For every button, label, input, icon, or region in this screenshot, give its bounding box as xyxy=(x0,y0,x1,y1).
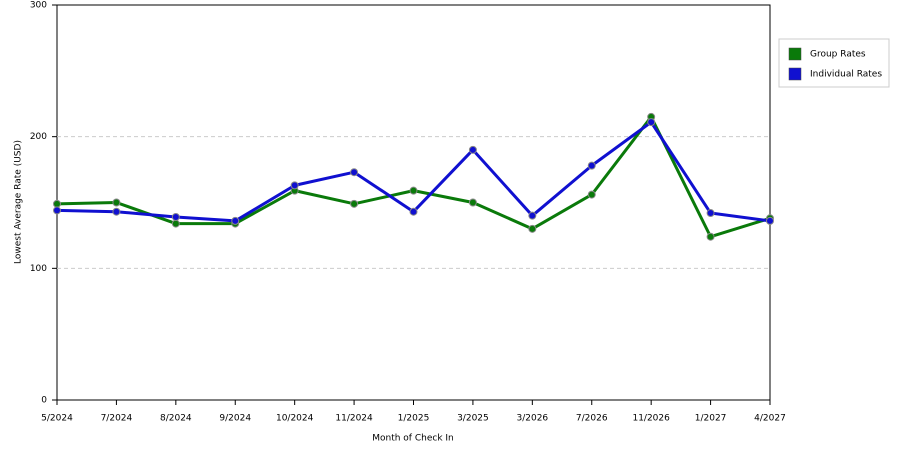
legend-swatch xyxy=(788,47,802,61)
y-tick-label: 200 xyxy=(30,132,47,142)
point xyxy=(587,161,596,170)
point xyxy=(409,207,418,216)
point xyxy=(409,186,418,195)
point xyxy=(706,232,715,241)
x-tick-label: 4/2027 xyxy=(754,414,786,424)
x-axis-label: Month of Check In xyxy=(372,434,454,444)
point xyxy=(53,199,61,208)
x-tick-label: 9/2024 xyxy=(219,414,251,424)
point xyxy=(53,206,61,215)
x-tick-label: 5/2024 xyxy=(41,414,73,424)
point xyxy=(468,198,477,207)
point xyxy=(468,145,477,154)
x-tick-label: 7/2026 xyxy=(576,414,608,424)
x-tick-label: 1/2027 xyxy=(695,414,727,424)
x-tick-label: 7/2024 xyxy=(101,414,133,424)
y-axis-label: Lowest Average Rate (USD) xyxy=(14,140,24,264)
y-tick-label: 100 xyxy=(30,264,47,274)
x-tick-label: 11/2024 xyxy=(335,414,373,424)
point xyxy=(112,198,121,207)
point xyxy=(350,168,359,177)
x-tick-label: 1/2025 xyxy=(398,414,430,424)
x-tick-label: 11/2026 xyxy=(632,414,670,424)
point xyxy=(112,207,121,216)
x-tick-label: 3/2026 xyxy=(516,414,548,424)
point xyxy=(766,216,774,225)
y-tick-label: 0 xyxy=(41,396,47,406)
legend-swatch xyxy=(788,67,802,81)
point xyxy=(171,212,180,221)
point xyxy=(647,118,656,127)
plot-area xyxy=(56,4,771,401)
point xyxy=(587,190,596,199)
y-tick-label: 300 xyxy=(30,1,47,11)
point xyxy=(171,219,180,228)
point xyxy=(706,209,715,218)
x-tick-label: 10/2024 xyxy=(276,414,314,424)
point xyxy=(350,199,359,208)
point xyxy=(528,224,537,233)
legend-label: Individual Rates xyxy=(810,70,882,80)
x-tick-label: 8/2024 xyxy=(160,414,192,424)
x-tick-label: 3/2025 xyxy=(457,414,489,424)
point xyxy=(528,211,537,220)
point xyxy=(231,216,240,225)
legend-label: Group Rates xyxy=(810,50,866,60)
point xyxy=(290,181,299,190)
